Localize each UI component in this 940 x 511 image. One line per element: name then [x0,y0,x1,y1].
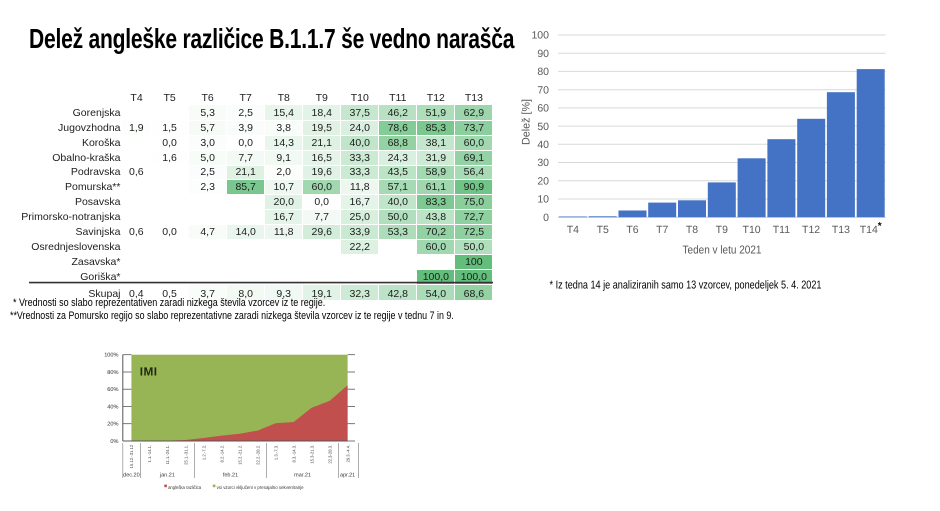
svg-text:1.1.-14.1.: 1.1.-14.1. [147,445,152,463]
svg-text:20: 20 [537,176,549,188]
svg-text:apr.21: apr.21 [340,473,355,479]
svg-text:70: 70 [537,84,549,96]
svg-text:1.2.-7.2.: 1.2.-7.2. [201,445,206,460]
svg-text:0: 0 [543,212,549,224]
svg-text:T10: T10 [743,224,761,236]
svg-text:11.1.-24.1.: 11.1.-24.1. [165,445,170,465]
svg-text:10: 10 [537,194,549,206]
svg-text:60: 60 [537,103,549,115]
svg-text:IMI: IMI [140,365,158,379]
svg-text:mar.21: mar.21 [294,473,311,479]
svg-text:T9: T9 [716,224,728,236]
svg-text:8.3.-14.3.: 8.3.-14.3. [291,445,296,463]
svg-text:T13: T13 [832,224,850,236]
svg-text:90: 90 [537,48,549,60]
svg-text:100: 100 [531,30,549,42]
svg-text:100%: 100% [104,353,118,359]
svg-text:80: 80 [537,66,549,78]
svg-text:50: 50 [537,121,549,133]
svg-text:1.3.-7.3.: 1.3.-7.3. [273,445,278,460]
svg-text:40%: 40% [107,404,118,410]
svg-text:60%: 60% [107,387,118,393]
svg-text:29.3.-4.4.: 29.3.-4.4. [345,445,350,463]
svg-text:T7: T7 [656,224,668,236]
svg-text:jan.21: jan.21 [159,473,175,479]
svg-text:T14*: T14* [860,221,882,236]
svg-text:40: 40 [537,139,549,151]
svg-text:22.3-28.3.: 22.3-28.3. [327,445,332,464]
svg-text:15.3-21.3.: 15.3-21.3. [309,445,314,464]
svg-text:Delež [%]: Delež [%] [520,99,532,145]
svg-text:15.12.-31.12: 15.12.-31.12 [129,444,134,468]
svg-text:30: 30 [537,157,549,169]
svg-text:T12: T12 [802,224,820,236]
svg-text:angleška različica: angleška različica [168,485,201,491]
svg-text:15.2.-21.2.: 15.2.-21.2. [237,445,242,465]
svg-text:T5: T5 [597,224,609,236]
svg-text:T8: T8 [686,224,698,236]
svg-text:80%: 80% [107,370,118,376]
svg-text:T11: T11 [773,224,790,236]
svg-text:* Iz tedna 14 je analiziranih: * Iz tedna 14 je analiziranih samo 13 vz… [550,280,822,292]
svg-text:25.1.-31.1.: 25.1.-31.1. [183,445,188,465]
svg-text:8.2.-14.2.: 8.2.-14.2. [219,445,224,463]
svg-text:22.2.-28.2.: 22.2.-28.2. [255,445,260,465]
svg-text:0%: 0% [110,439,118,445]
svg-text:T6: T6 [626,224,638,236]
svg-text:dec.20: dec.20 [123,473,140,479]
svg-text:20%: 20% [107,422,118,428]
svg-text:feb.21: feb.21 [223,473,238,479]
svg-text:T4: T4 [567,224,579,236]
svg-text:Teden v letu 2021: Teden v letu 2021 [683,245,762,257]
svg-text:vsi vzorci vključeni v presaja: vsi vzorci vključeni v presajalno sekven… [217,485,304,491]
